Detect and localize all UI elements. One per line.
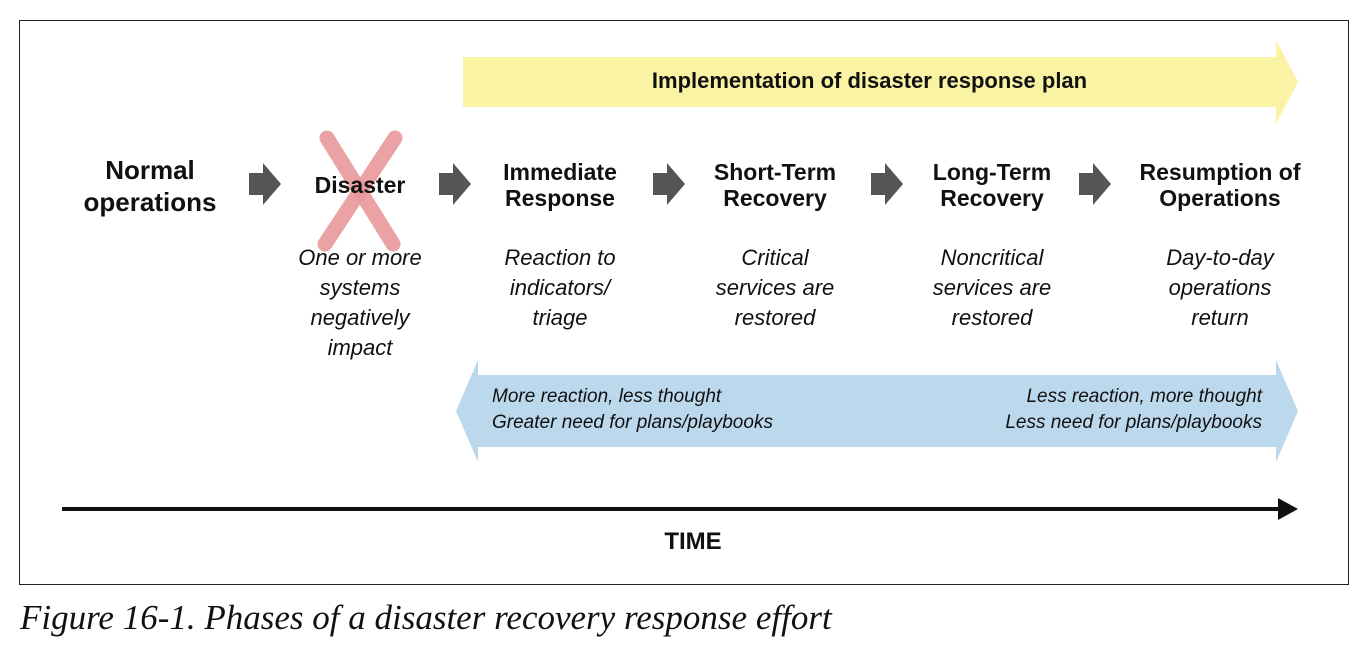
phase-desc-disaster: One or more systems negatively impact — [298, 245, 422, 360]
double-arrow-shape — [456, 360, 1298, 462]
band-right-line-2: Less need for plans/playbooks — [1005, 412, 1262, 433]
time-axis-arrowhead-icon — [1278, 498, 1298, 520]
band-left-line-1: More reaction, less thought — [492, 386, 722, 407]
phase-desc-long-term-recovery: Noncritical services are restored — [932, 245, 1052, 330]
phase-desc-resumption-of-operations: Day-to-day operations return — [1166, 245, 1274, 330]
step-arrow-icon — [439, 163, 471, 205]
figure-caption: Figure 16-1. Phases of a disaster recove… — [20, 598, 832, 637]
time-label: TIME — [664, 528, 722, 555]
phase-title-resumption-of-operations: Resumption of Operations — [1139, 159, 1301, 211]
banner-arrow-shape — [463, 40, 1298, 124]
step-arrow-icon — [871, 163, 903, 205]
step-arrow-icon — [249, 163, 281, 205]
phase-title-normal-operations: Normal operations — [83, 155, 217, 217]
phase-title-disaster: Disaster — [314, 172, 406, 198]
phase-title-immediate-response: Immediate Response — [503, 159, 617, 211]
banner-label: Implementation of disaster response plan — [651, 68, 1088, 93]
band-left-line-2: Greater need for plans/playbooks — [492, 412, 773, 433]
step-arrow-icon — [1079, 163, 1111, 205]
phase-title-long-term-recovery: Long-Term Recovery — [932, 159, 1052, 211]
phase-desc-short-term-recovery: Critical services are restored — [715, 245, 835, 330]
phase-title-short-term-recovery: Short-Term Recovery — [713, 159, 837, 211]
diagram-frame — [19, 20, 1349, 585]
band-right-line-1: Less reaction, more thought — [1026, 386, 1262, 407]
phase-desc-immediate-response: Reaction to indicators/ triage — [504, 245, 616, 330]
step-arrow-icon — [653, 163, 685, 205]
